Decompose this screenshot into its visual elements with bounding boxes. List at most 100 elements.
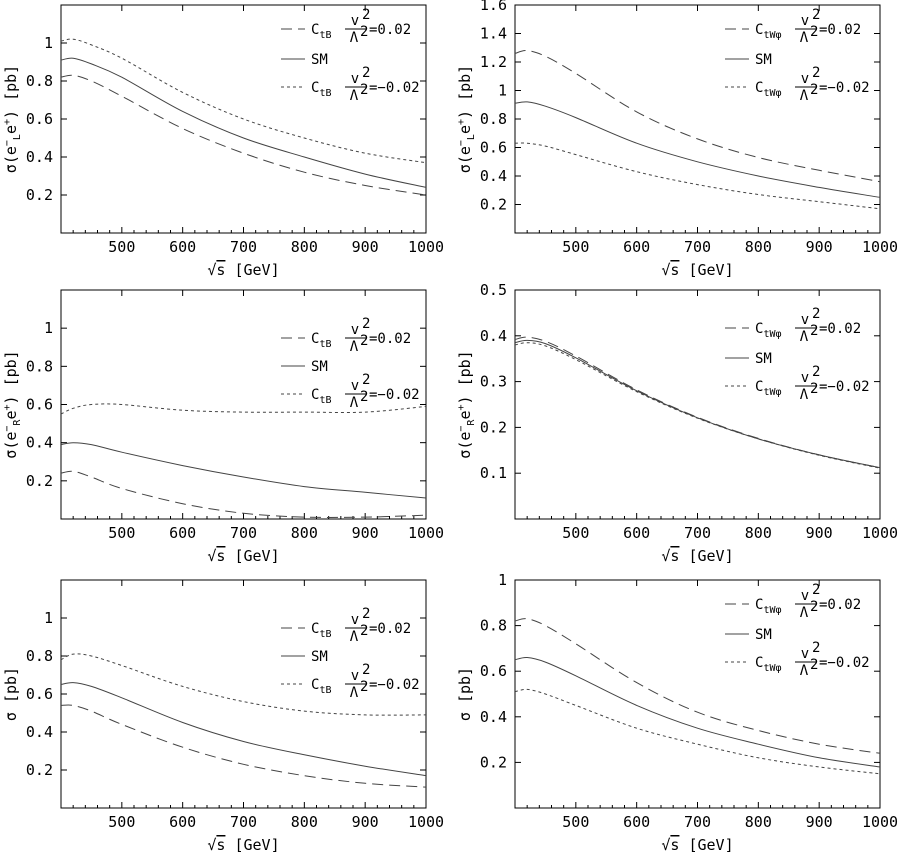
legend-fraction-den-exp: 2 <box>810 323 818 339</box>
legend-fraction-den: Λ <box>800 329 809 345</box>
legend-fraction-num-exp: 2 <box>362 662 370 678</box>
legend-fraction-num-exp: 2 <box>812 306 820 322</box>
y-tick-label: 0.2 <box>26 186 53 204</box>
y-tick-label: 0.6 <box>26 110 53 128</box>
y-tick-label: 1 <box>498 571 507 589</box>
y-tick-label: 1 <box>44 609 53 627</box>
legend-fraction-num-exp: 2 <box>812 7 820 23</box>
legend-fraction-den-exp: 2 <box>360 679 368 695</box>
legend-label-sm: SM <box>311 359 328 375</box>
legend-fraction-num: v <box>351 668 359 684</box>
y-tick-label: 0.8 <box>480 110 507 128</box>
x-tick-label: 500 <box>108 524 135 542</box>
legend-fraction-num: v <box>801 646 809 662</box>
y-tick-label: 0.8 <box>26 72 53 90</box>
x-tick-label: 700 <box>230 524 257 542</box>
legend-fraction-den: Λ <box>350 629 359 645</box>
legend-fraction-den-exp: 2 <box>810 24 818 40</box>
legend-fraction-den-exp: 2 <box>360 389 368 405</box>
legend-value: =−0.02 <box>369 80 420 96</box>
legend-fraction-den: Λ <box>350 88 359 104</box>
legend-fraction-num: v <box>351 322 359 338</box>
y-tick-label: 0.4 <box>480 327 507 345</box>
legend-fraction-den-exp: 2 <box>810 599 818 615</box>
legend-label-sm: SM <box>755 627 772 643</box>
legend-label: CtB <box>311 387 331 406</box>
x-axis-label: √s [GeV] <box>207 547 279 565</box>
x-tick-label: 900 <box>806 238 833 256</box>
y-tick-label: 0.4 <box>480 708 507 726</box>
legend-label-sm: SM <box>755 351 772 367</box>
x-tick-label: 500 <box>562 524 589 542</box>
y-tick-label: 0.6 <box>26 685 53 703</box>
series-line-short <box>60 653 427 716</box>
x-tick-label: 500 <box>108 238 135 256</box>
legend-fraction-den: Λ <box>800 88 809 104</box>
legend-value: =−0.02 <box>819 655 870 671</box>
legend-label: CtWφ <box>755 379 782 398</box>
series-line-short <box>60 38 427 164</box>
plot-frame <box>514 4 881 234</box>
legend-value: =0.02 <box>369 621 411 637</box>
legend-value: =0.02 <box>819 597 861 613</box>
legend-fraction-num-exp: 2 <box>812 65 820 81</box>
legend-label-sm: SM <box>311 649 328 665</box>
legend-fraction-num: v <box>801 13 809 29</box>
plot-frame <box>514 579 881 809</box>
series-line-solid <box>514 101 881 198</box>
x-tick-label: 1000 <box>862 524 898 542</box>
legend-fraction-num: v <box>801 71 809 87</box>
x-tick-label: 700 <box>684 813 711 831</box>
x-tick-label: 600 <box>623 813 650 831</box>
y-tick-label: 0.1 <box>480 464 507 482</box>
legend-fraction-den: Λ <box>350 339 359 355</box>
y-tick-label: 1 <box>44 34 53 52</box>
legend-label: CtB <box>311 621 331 640</box>
y-tick-label: 0.2 <box>480 418 507 436</box>
legend-value: =0.02 <box>819 22 861 38</box>
legend-fraction-num: v <box>351 71 359 87</box>
legend-fraction-num-exp: 2 <box>362 7 370 23</box>
x-tick-label: 700 <box>230 238 257 256</box>
x-tick-label: 900 <box>352 238 379 256</box>
legend-fraction-num-exp: 2 <box>362 65 370 81</box>
y-axis-label: σ(e−Re+) [pb] <box>456 350 477 458</box>
series-line-short <box>60 403 427 415</box>
series-line-solid <box>60 442 427 499</box>
y-axis-label: σ(e−Le+) [pb] <box>456 65 477 173</box>
x-tick-label: 1000 <box>862 238 898 256</box>
x-axis-label: √s [GeV] <box>661 261 733 279</box>
legend-fraction-den-exp: 2 <box>360 623 368 639</box>
series-line-short <box>514 688 881 775</box>
x-tick-label: 500 <box>562 238 589 256</box>
series-line-long <box>60 470 427 518</box>
y-axis-label: σ [pb] <box>456 667 474 721</box>
series-line-solid <box>60 682 427 777</box>
x-tick-label: 900 <box>352 524 379 542</box>
x-tick-label: 600 <box>169 813 196 831</box>
y-tick-label: 1.2 <box>480 53 507 71</box>
y-tick-label: 1.6 <box>480 0 507 14</box>
legend-fraction-den-exp: 2 <box>360 24 368 40</box>
x-axis-label: √s [GeV] <box>661 547 733 565</box>
legend-fraction-num: v <box>351 378 359 394</box>
series-line-long <box>514 618 881 754</box>
chart-panel-4: 500 600 700 800 900 1000 0.1 0.2 0.3 0.4 0.5 √s [Ge… <box>456 281 898 565</box>
series-line-solid <box>514 656 881 768</box>
legend-value: =−0.02 <box>819 379 870 395</box>
y-tick-label: 0.2 <box>480 753 507 771</box>
series-line-solid <box>60 57 427 188</box>
legend-fraction-den: Λ <box>800 663 809 679</box>
legend-fraction-den: Λ <box>800 605 809 621</box>
x-tick-label: 900 <box>352 813 379 831</box>
y-axis-label: σ(e−Re+) [pb] <box>2 350 23 458</box>
legend-value: =−0.02 <box>819 80 870 96</box>
x-tick-label: 900 <box>806 524 833 542</box>
y-tick-label: 1.4 <box>480 25 507 43</box>
x-tick-label: 900 <box>806 813 833 831</box>
y-tick-label: 0.6 <box>26 396 53 414</box>
legend-value: =−0.02 <box>369 677 420 693</box>
legend-fraction-num-exp: 2 <box>812 364 820 380</box>
x-tick-label: 800 <box>291 813 318 831</box>
